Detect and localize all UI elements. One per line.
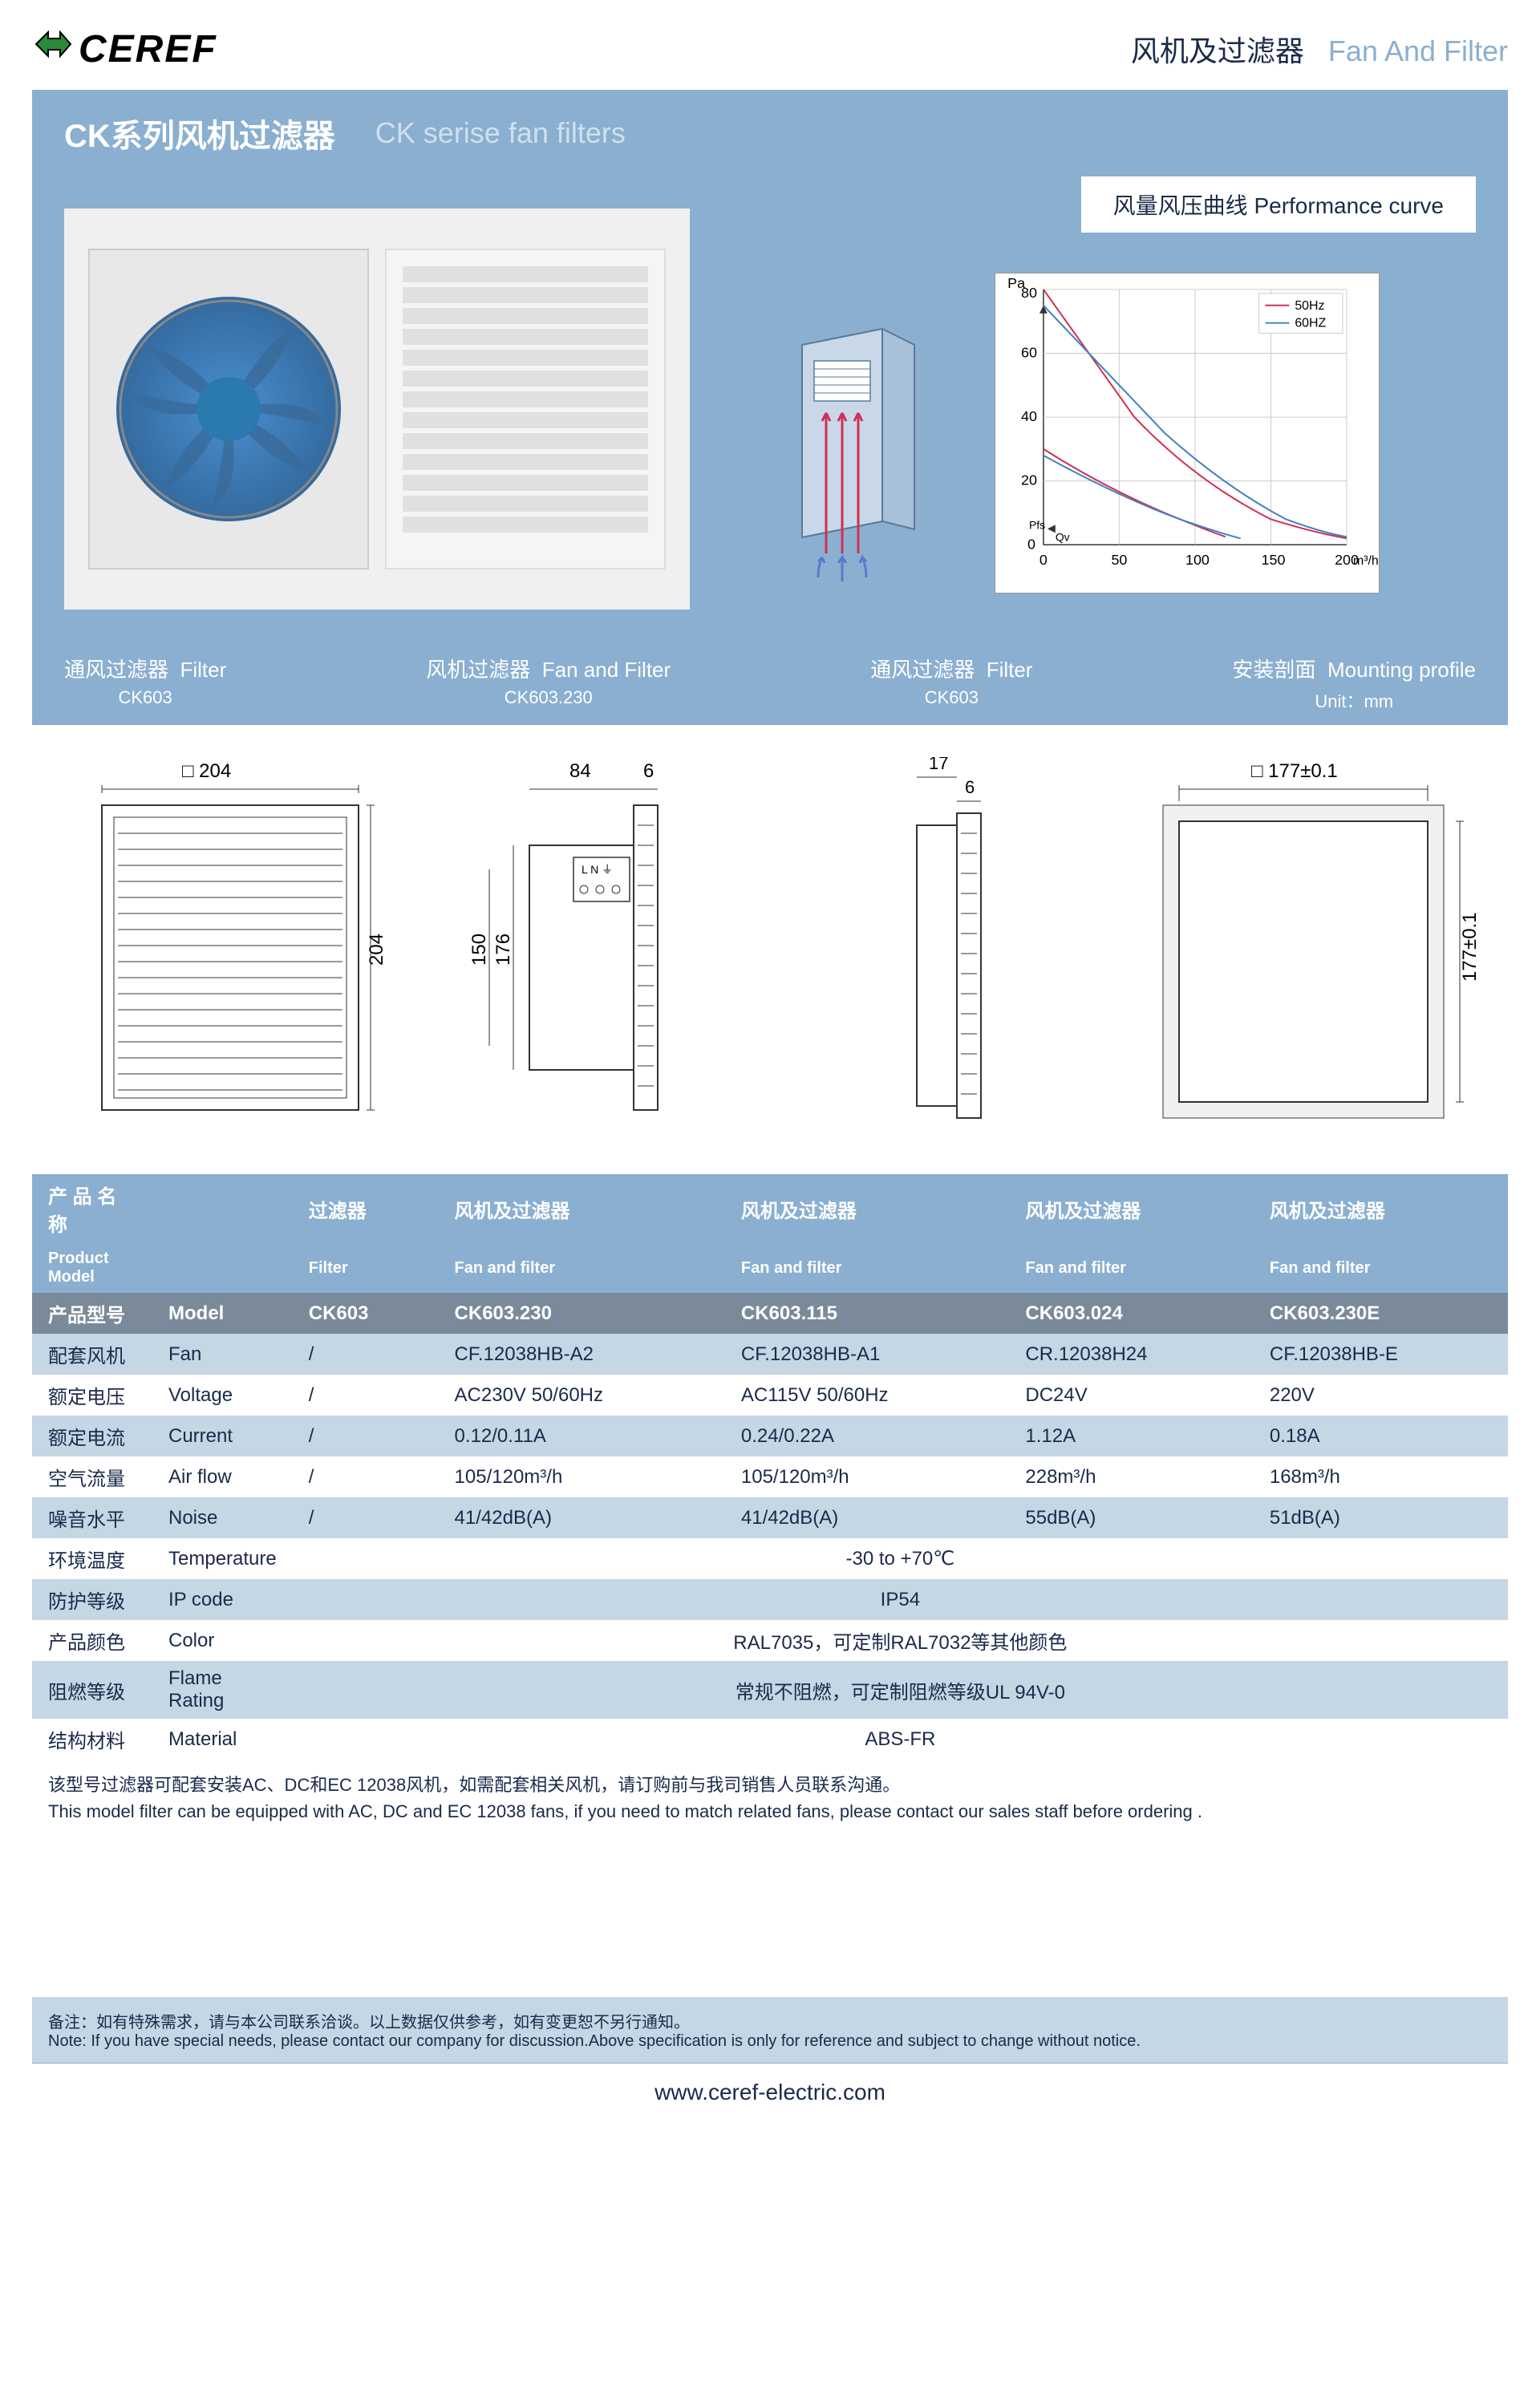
svg-text:50Hz: 50Hz xyxy=(1295,299,1324,313)
drawing-mounting-profile: □ 177±0.1 177±0.1 xyxy=(1139,757,1492,1142)
technical-drawings: □ 204 204 xyxy=(32,725,1508,1174)
category-cn: 风机及过滤器 xyxy=(1131,34,1304,67)
svg-text:150: 150 xyxy=(468,934,490,966)
svg-text:17: 17 xyxy=(929,757,948,773)
svg-text:100: 100 xyxy=(1185,552,1210,568)
svg-text:177±0.1: 177±0.1 xyxy=(1459,912,1481,982)
diagram-col-3: 通风过滤器 Filter CK603 xyxy=(870,654,1032,713)
svg-text:150: 150 xyxy=(1262,552,1286,568)
table-row: 空气流量Air flow/105/120m³/h105/120m³/h228m³… xyxy=(32,1456,1508,1497)
datasheet-page: CEREF 风机及过滤器 Fan And Filter CK系列风机过滤器 CK… xyxy=(0,0,1540,2145)
page-header: CEREF 风机及过滤器 Fan And Filter xyxy=(32,24,1508,74)
svg-text:0: 0 xyxy=(1027,536,1035,552)
table-row: 防护等级IP codeIP54 xyxy=(32,1579,1508,1620)
header-category: 风机及过滤器 Fan And Filter xyxy=(1131,28,1508,70)
footer-url: www.ceref-electric.com xyxy=(654,2080,886,2104)
svg-text:176: 176 xyxy=(492,934,514,966)
specification-table: 产 品 名 称 过滤器 风机及过滤器 风机及过滤器 风机及过滤器 风机及过滤器 … xyxy=(32,1174,1508,1760)
table-row: 产品颜色ColorRAL7035，可定制RAL7032等其他颜色 xyxy=(32,1620,1508,1661)
svg-text:0: 0 xyxy=(1040,552,1048,568)
svg-text:50: 50 xyxy=(1111,552,1127,568)
hero-section: 风量风压曲线 Performance curve xyxy=(32,176,1508,642)
logo-text: CEREF xyxy=(79,27,217,71)
diagram-col-1: 通风过滤器 Filter CK603 xyxy=(64,654,226,713)
svg-text:Pa: Pa xyxy=(1007,275,1025,291)
table-header-row: 产 品 名 称 过滤器 风机及过滤器 风机及过滤器 风机及过滤器 风机及过滤器 xyxy=(32,1174,1508,1243)
svg-text:6: 6 xyxy=(643,760,654,782)
table-row: 配套风机Fan/CF.12038HB-A2CF.12038HB-A1CR.120… xyxy=(32,1334,1508,1375)
logo-icon xyxy=(32,24,72,74)
table-row: 额定电压Voltage/AC230V 50/60HzAC115V 50/60Hz… xyxy=(32,1375,1508,1416)
fan-unit-photo xyxy=(88,249,369,569)
svg-text:84: 84 xyxy=(569,760,591,782)
airflow-diagram xyxy=(722,273,962,593)
svg-text:Qv: Qv xyxy=(1056,530,1070,543)
drawing-filter-front: □ 204 204 xyxy=(48,757,395,1142)
filter-louver-photo xyxy=(385,249,666,569)
svg-text:40: 40 xyxy=(1021,408,1037,424)
diagram-header-bar: 通风过滤器 Filter CK603 风机过滤器 Fan and Filter … xyxy=(32,642,1508,725)
table-row: 环境温度Temperature-30 to +70℃ xyxy=(32,1538,1508,1579)
svg-text:Pfs: Pfs xyxy=(1029,518,1045,531)
diagram-col-4: 安装剖面 Mounting profile Unit：mm xyxy=(1233,654,1476,713)
page-footer: www.ceref-electric.com xyxy=(32,2063,1508,2121)
svg-text:L N ⏚: L N ⏚ xyxy=(582,863,613,876)
title-cn: CK系列风机过滤器 xyxy=(64,110,335,156)
table-subheader-row: Product Model Filter Fan and filter Fan … xyxy=(32,1243,1508,1293)
logo: CEREF xyxy=(32,24,217,74)
table-row: 阻燃等级Flame Rating常规不阻燃，可定制阻燃等级UL 94V-0 xyxy=(32,1661,1508,1719)
svg-text:60HZ: 60HZ xyxy=(1295,317,1326,330)
drawing-fan-filter-side: 84 6 L N ⏚ 176 150 xyxy=(411,757,759,1142)
disclaimer-note: 备注：如有特殊需求，请与本公司联系洽谈。以上数据仅供参考，如有变更恕不另行通知。… xyxy=(32,1997,1508,2063)
ordering-note: 该型号过滤器可配套安装AC、DC和EC 12038风机，如需配套相关风机，请订购… xyxy=(32,1760,1508,1837)
table-row: 结构材料MaterialABS-FR xyxy=(32,1719,1508,1760)
table-row: 产品型号ModelCK603CK603.230CK603.115CK603.02… xyxy=(32,1293,1508,1334)
product-photo xyxy=(64,209,690,610)
category-en: Fan And Filter xyxy=(1328,34,1508,67)
svg-text:20: 20 xyxy=(1021,472,1037,488)
svg-text:6: 6 xyxy=(965,777,975,797)
performance-chart: 0 20 40 60 80 0 50 100 150 200 Pa m³/h Q… xyxy=(995,273,1380,593)
title-en: CK serise fan filters xyxy=(375,116,626,150)
diagram-col-2: 风机过滤器 Fan and Filter CK603.230 xyxy=(426,654,671,713)
svg-text:□ 204: □ 204 xyxy=(182,760,231,782)
svg-text:□ 177±0.1: □ 177±0.1 xyxy=(1251,760,1338,782)
svg-text:60: 60 xyxy=(1021,344,1037,360)
svg-text:m³/h: m³/h xyxy=(1353,554,1379,568)
svg-text:204: 204 xyxy=(366,934,387,966)
table-row: 额定电流Current/0.12/0.11A0.24/0.22A1.12A0.1… xyxy=(32,1416,1508,1456)
fan-blade-icon xyxy=(116,297,341,521)
performance-curve-label: 风量风压曲线 Performance curve xyxy=(1081,176,1476,233)
table-row: 噪音水平Noise/41/42dB(A)41/42dB(A)55dB(A)51d… xyxy=(32,1497,1508,1538)
title-bar: CK系列风机过滤器 CK serise fan filters xyxy=(32,90,1508,176)
drawing-filter-side: 17 6 xyxy=(776,757,1123,1142)
